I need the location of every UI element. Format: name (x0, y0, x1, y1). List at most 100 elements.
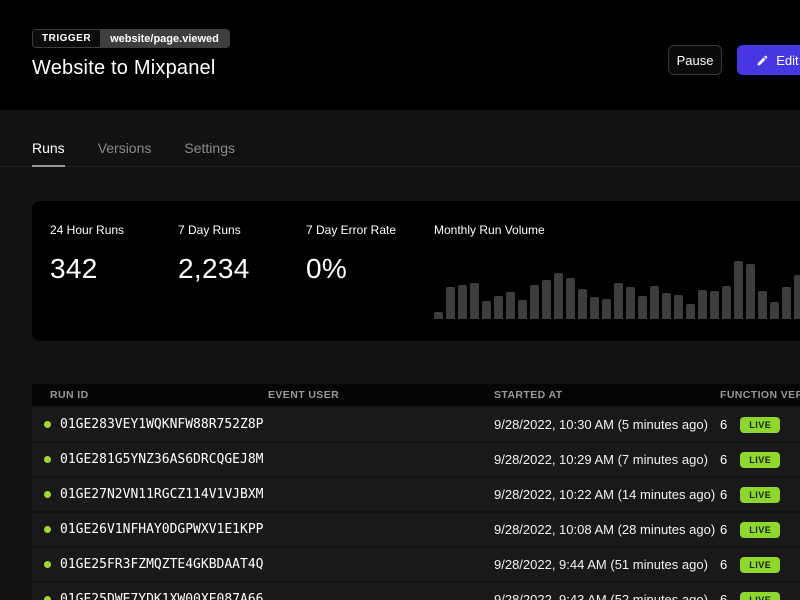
stat-24-hour-runs: 24 Hour Runs 342 (50, 223, 178, 341)
chart-bar (446, 287, 455, 319)
version-number: 6 (720, 557, 728, 572)
chart-bar (638, 296, 647, 319)
pause-button[interactable]: Pause (668, 45, 722, 75)
edit-function-button[interactable]: Edit function (737, 45, 800, 75)
stat-label: 7 Day Runs (178, 223, 241, 237)
run-id: 01GE27N2VN11RGCZ114V1VJBXM (60, 487, 264, 502)
tab-settings[interactable]: Settings (184, 140, 235, 156)
chart-bar (530, 285, 539, 319)
trigger-event-badge[interactable]: website/page.viewed (100, 30, 229, 47)
chart-bar (794, 275, 800, 319)
status-dot-icon (44, 596, 51, 600)
runs-table: RUN ID EVENT USER STARTED AT FUNCTION VE… (32, 384, 800, 600)
app-header: TRIGGER website/page.viewed Website to M… (0, 0, 800, 110)
function-version-cell: 6 LIVE (702, 416, 800, 433)
run-id: 01GE25FR3FZMQZTE4GKBDAAT4Q (60, 557, 264, 572)
version-number: 6 (720, 452, 728, 467)
tab-versions[interactable]: Versions (97, 140, 152, 156)
chart-bar (686, 304, 695, 319)
version-number: 6 (720, 417, 728, 432)
chart-bar (782, 287, 791, 319)
live-status-badge: LIVE (740, 416, 781, 433)
live-status-badge: LIVE (740, 521, 781, 538)
pencil-icon (757, 55, 768, 65)
chart-bar (482, 301, 491, 319)
chart-bar (506, 292, 515, 319)
status-dot-icon (44, 561, 51, 568)
monthly-run-volume-chart (434, 259, 800, 319)
run-id-cell: 01GE281G5YNZ36AS6DRCQGEJ8M (32, 452, 264, 467)
table-row[interactable]: 01GE283VEY1WQKNFW88R752Z8P 9/28/2022, 10… (32, 408, 800, 441)
started-at-cell: 9/28/2022, 10:22 AM (14 minutes ago) (494, 487, 716, 502)
chart-bar (590, 297, 599, 319)
stats-card: 24 Hour Runs 342 7 Day Runs 2,234 7 Day … (32, 201, 800, 341)
chart-bar (626, 287, 635, 319)
run-id: 01GE281G5YNZ36AS6DRCQGEJ8M (60, 452, 264, 467)
trigger-label-badge: TRIGGER (33, 30, 101, 47)
chart-bar (458, 285, 467, 319)
table-row[interactable]: 01GE25FR3FZMQZTE4GKBDAAT4Q 9/28/2022, 9:… (32, 548, 800, 581)
chart-bar (578, 289, 587, 319)
run-id-cell: 01GE25DWE7YDK1XW00XE087A66 (32, 592, 264, 600)
trigger-badge-group: TRIGGER website/page.viewed (32, 29, 230, 48)
function-version-cell: 6 LIVE (702, 451, 800, 468)
stat-value: 0% (306, 253, 348, 284)
function-version-cell: 6 LIVE (702, 556, 800, 573)
started-at-cell: 9/28/2022, 10:30 AM (5 minutes ago) (494, 417, 708, 432)
status-dot-icon (44, 456, 51, 463)
stat-7-day-error-rate: 7 Day Error Rate 0% (306, 223, 434, 341)
column-header-started-at: STARTED AT (494, 389, 563, 401)
edit-function-label: Edit function (776, 52, 800, 68)
live-status-badge: LIVE (740, 451, 781, 468)
started-at-cell: 9/28/2022, 9:44 AM (51 minutes ago) (494, 557, 708, 572)
run-id-cell: 01GE283VEY1WQKNFW88R752Z8P (32, 417, 264, 432)
tab-bar: Runs Versions Settings (0, 140, 800, 167)
table-row[interactable]: 01GE26V1NFHAY0DGPWXV1E1KPP 9/28/2022, 10… (32, 513, 800, 546)
column-header-function-version: FUNCTION VERSION (720, 389, 800, 401)
table-row[interactable]: 01GE25DWE7YDK1XW00XE087A66 9/28/2022, 9:… (32, 583, 800, 600)
function-version-cell: 6 LIVE (702, 591, 800, 600)
status-dot-icon (44, 491, 51, 498)
chart-bar (566, 278, 575, 319)
chart-bar (650, 286, 659, 319)
run-id-cell: 01GE26V1NFHAY0DGPWXV1E1KPP (32, 522, 264, 537)
stat-7-day-runs: 7 Day Runs 2,234 (178, 223, 306, 341)
run-id: 01GE25DWE7YDK1XW00XE087A66 (60, 592, 264, 600)
chart-bar (758, 291, 767, 319)
status-dot-icon (44, 526, 51, 533)
chart-bar (614, 283, 623, 319)
header-actions: Pause Edit function (668, 45, 800, 75)
chart-bar (734, 261, 743, 319)
stat-value: 342 (50, 253, 98, 284)
version-number: 6 (720, 522, 728, 537)
table-row[interactable]: 01GE281G5YNZ36AS6DRCQGEJ8M 9/28/2022, 10… (32, 443, 800, 476)
run-id: 01GE283VEY1WQKNFW88R752Z8P (60, 417, 264, 432)
chart-bar (674, 295, 683, 319)
chart-bar (746, 264, 755, 319)
chart-bar (494, 296, 503, 319)
chart-title: Monthly Run Volume (434, 223, 545, 237)
column-header-event-user: EVENT USER (268, 389, 340, 401)
table-header-row: RUN ID EVENT USER STARTED AT FUNCTION VE… (32, 384, 800, 406)
stat-label: 7 Day Error Rate (306, 223, 397, 237)
chart-bar (710, 291, 719, 319)
tab-runs[interactable]: Runs (32, 140, 65, 167)
live-status-badge: LIVE (740, 486, 781, 503)
started-at-cell: 9/28/2022, 10:08 AM (28 minutes ago) (494, 522, 716, 537)
monthly-run-volume-block: Monthly Run Volume (434, 223, 800, 341)
page-title: Website to Mixpanel (32, 57, 216, 79)
live-status-badge: LIVE (740, 591, 781, 600)
run-id-cell: 01GE25FR3FZMQZTE4GKBDAAT4Q (32, 557, 264, 572)
stat-value: 2,234 (178, 253, 250, 284)
function-version-cell: 6 LIVE (702, 486, 800, 503)
chart-bar (554, 273, 563, 319)
status-dot-icon (44, 421, 51, 428)
chart-bar (470, 283, 479, 319)
table-row[interactable]: 01GE27N2VN11RGCZ114V1VJBXM 9/28/2022, 10… (32, 478, 800, 511)
live-status-badge: LIVE (740, 556, 781, 573)
version-number: 6 (720, 592, 728, 600)
chart-bar (602, 299, 611, 319)
chart-bar (434, 312, 443, 319)
chart-bar (662, 293, 671, 319)
